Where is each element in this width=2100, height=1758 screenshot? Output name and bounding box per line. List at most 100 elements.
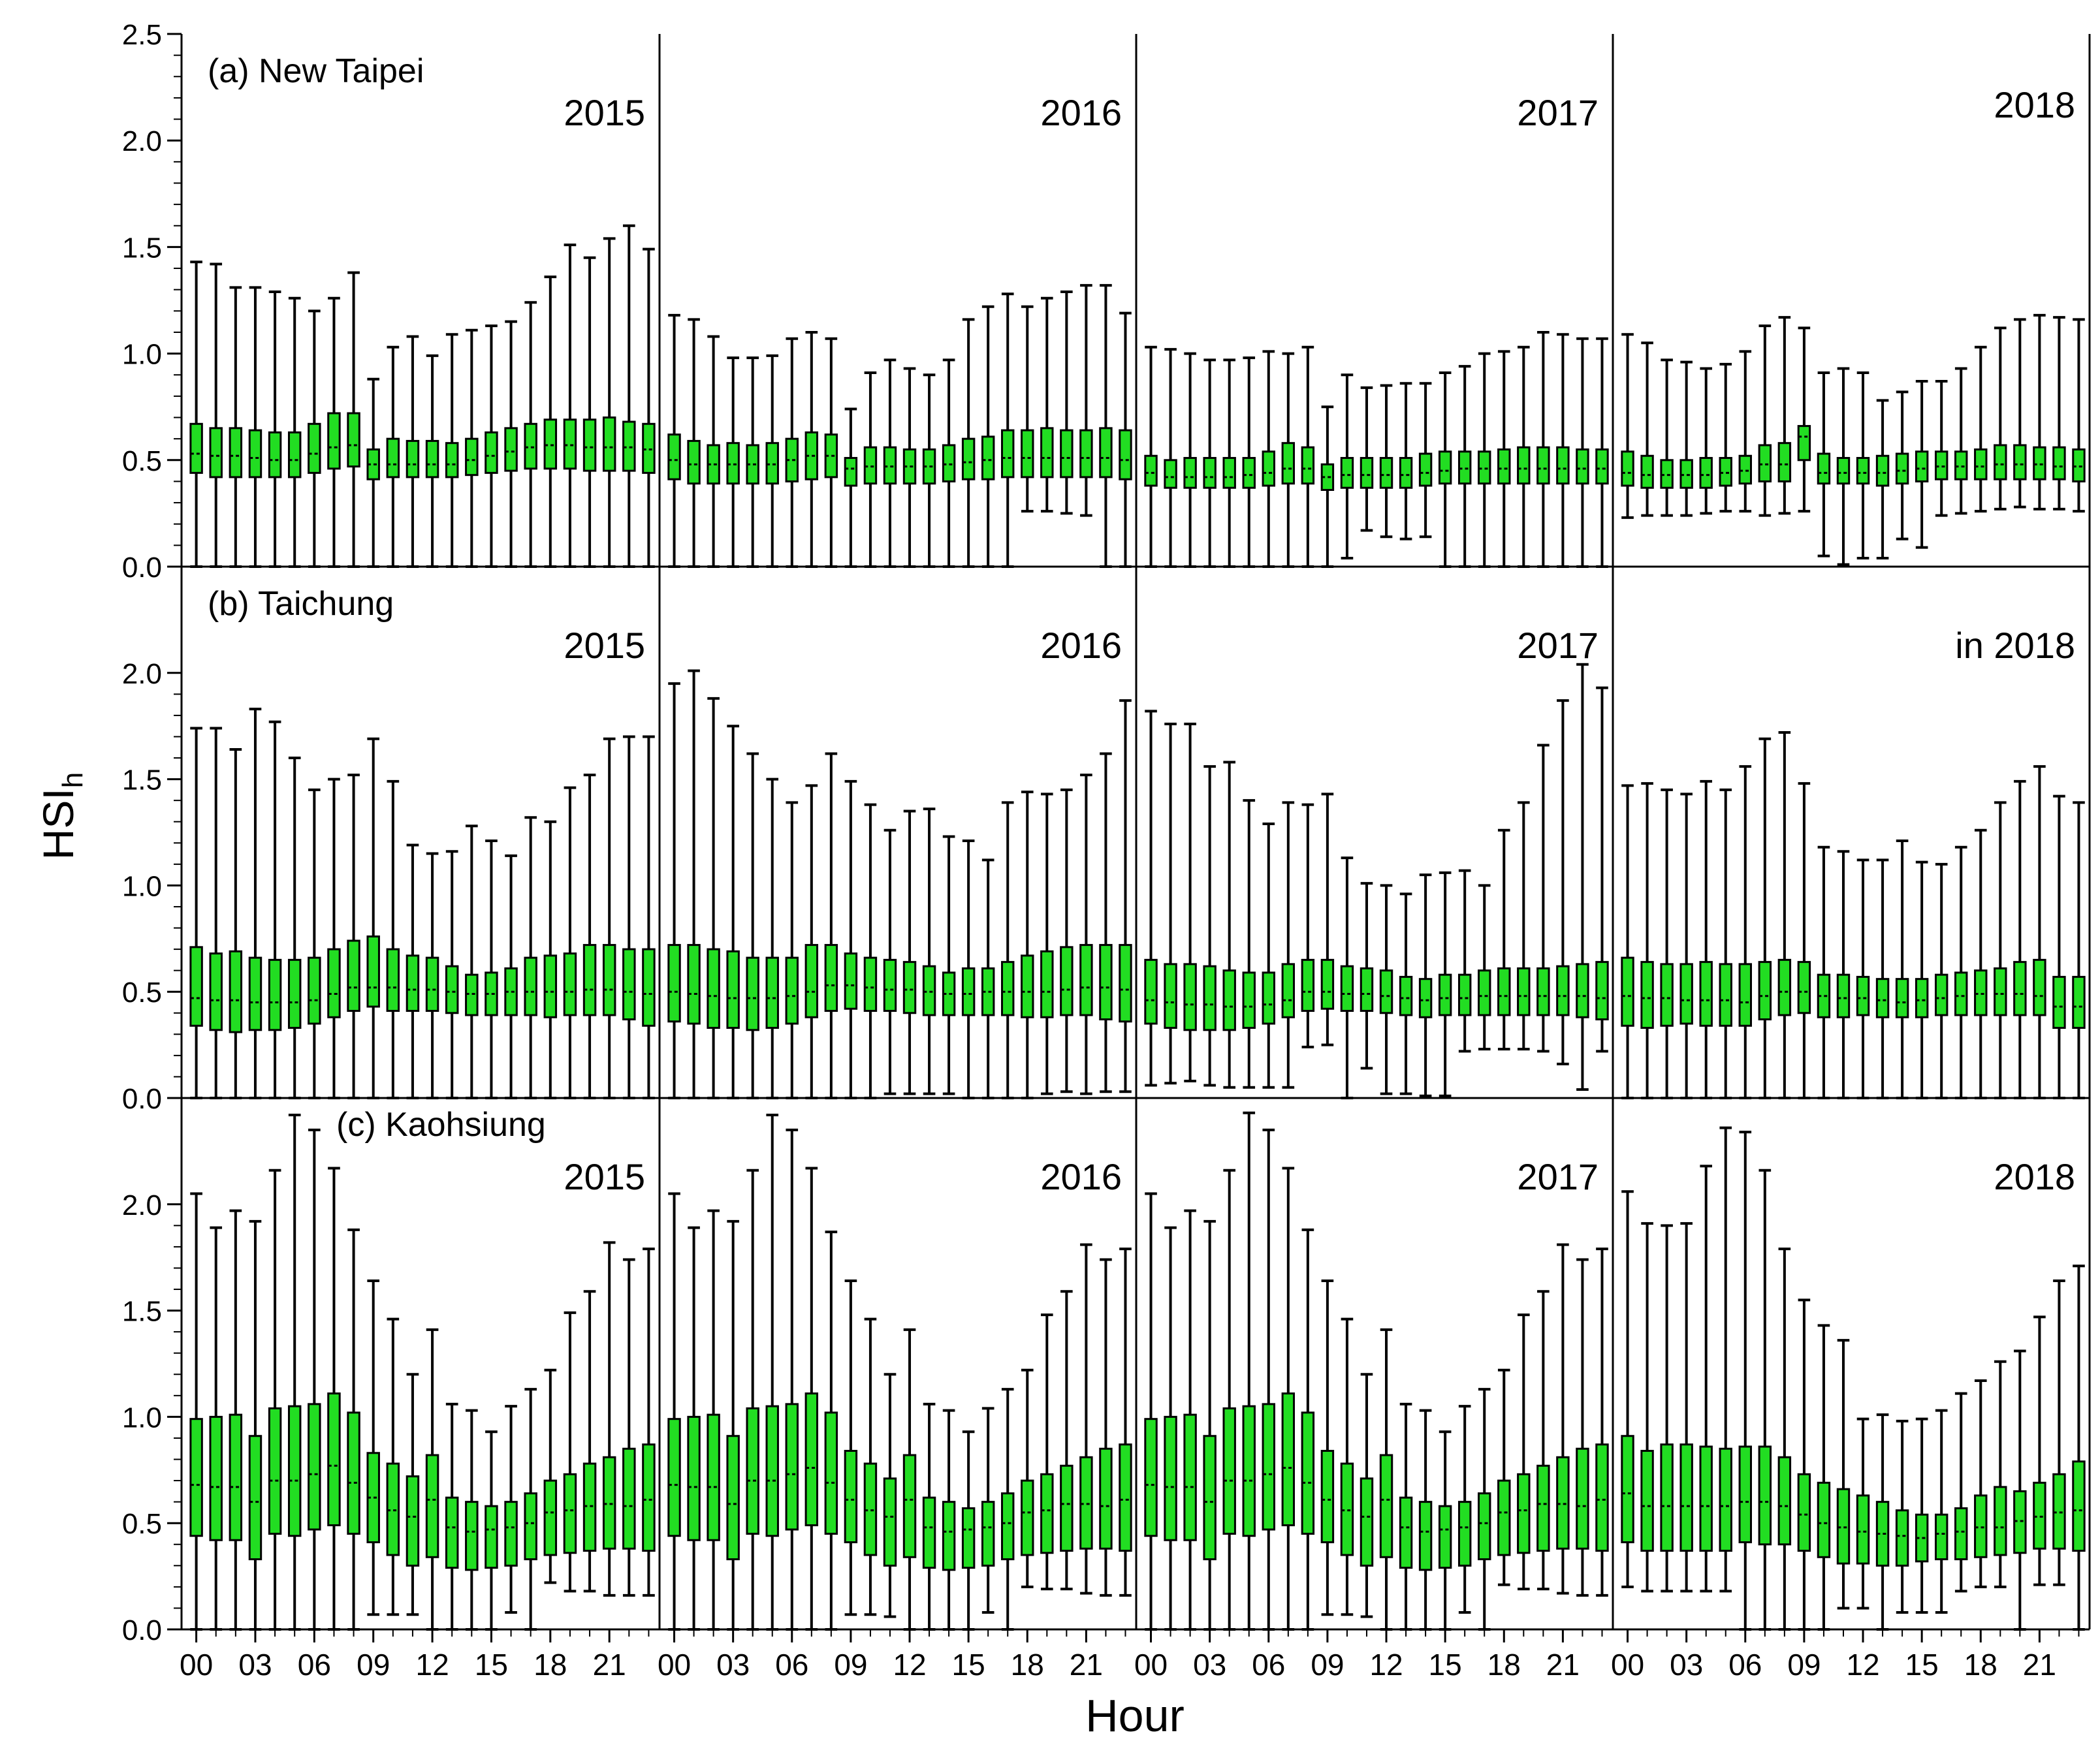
box-iqr — [1758, 961, 1772, 1021]
box-iqr — [1556, 446, 1570, 485]
box-iqr — [1974, 448, 1988, 480]
x-tick-label: 00 — [1611, 1648, 1644, 1682]
box-iqr — [1399, 1496, 1413, 1569]
box-iqr — [268, 1407, 282, 1535]
box-iqr — [1954, 971, 1968, 1016]
box-iqr — [2013, 444, 2027, 480]
box-iqr — [707, 1413, 720, 1541]
box-iqr — [1817, 1481, 1831, 1558]
box-iqr — [485, 1505, 498, 1569]
panel-r0-c0 — [189, 224, 656, 568]
box-iqr — [1281, 963, 1296, 1018]
box-iqr — [844, 1449, 858, 1544]
box-iqr — [1301, 446, 1315, 485]
box-iqr — [642, 422, 656, 474]
box-iqr — [1738, 963, 1752, 1027]
box-iqr — [1262, 971, 1275, 1025]
box-iqr — [1497, 448, 1511, 485]
box-iqr — [1301, 1411, 1315, 1535]
box-iqr — [1457, 450, 1472, 485]
box-iqr — [563, 952, 577, 1016]
row-label: (a) New Taipei — [208, 52, 424, 90]
box-iqr — [1119, 429, 1132, 480]
box-iqr — [248, 429, 262, 479]
box-iqr — [746, 1407, 759, 1535]
box-iqr — [445, 442, 459, 479]
box-iqr — [961, 967, 976, 1016]
x-tick-label: 09 — [1311, 1648, 1344, 1682]
y-tick-label: 1.5 — [122, 764, 162, 796]
box-iqr — [1060, 429, 1074, 479]
box-iqr — [268, 958, 282, 1031]
x-tick-label: 18 — [1488, 1648, 1521, 1682]
box-iqr — [1360, 457, 1374, 489]
box-iqr — [465, 1501, 479, 1571]
box-iqr — [1836, 1488, 1851, 1565]
box-iqr — [1203, 965, 1217, 1031]
box-iqr — [1021, 1479, 1034, 1556]
box-iqr — [347, 939, 360, 1012]
y-axis-label-subscript: h — [57, 772, 89, 788]
y-axis: 0.0 0.5 1.0 1.5 2.0 2.5 0.0 0.5 1.0 1.5 2.0 0.0 0.5 1… — [122, 19, 182, 1646]
box-iqr — [1183, 457, 1197, 489]
panel-r2-c2 — [1144, 1111, 1609, 1631]
box-iqr — [2052, 446, 2066, 480]
panel-year-title: 2016 — [1040, 92, 1122, 133]
box-iqr — [1183, 1413, 1197, 1541]
box-iqr — [1340, 965, 1354, 1012]
panel-year-title: 2016 — [1040, 1156, 1122, 1197]
box-iqr — [229, 950, 243, 1033]
y-tick-label: 2.5 — [122, 19, 162, 51]
box-iqr — [1974, 969, 1988, 1016]
box-layer — [189, 224, 2086, 1631]
box-iqr — [1438, 1505, 1452, 1569]
box-iqr — [1144, 958, 1158, 1025]
box-iqr — [1719, 963, 1732, 1027]
x-tick-label: 21 — [593, 1648, 626, 1682]
y-tick-label: 2.0 — [122, 125, 162, 157]
box-iqr — [189, 946, 203, 1027]
panel-r1-c0 — [189, 708, 656, 1099]
box-iqr — [1699, 457, 1713, 489]
box-iqr — [1954, 1507, 1968, 1561]
x-tick-label: 06 — [1728, 1648, 1762, 1682]
box-iqr — [563, 1473, 577, 1554]
box-iqr — [1301, 958, 1315, 1012]
box-iqr — [863, 446, 878, 485]
box-iqr — [844, 457, 858, 487]
y-tick-label: 1.5 — [122, 1296, 162, 1328]
box-iqr — [327, 1392, 341, 1526]
box-iqr — [524, 422, 537, 470]
box-iqr — [1517, 967, 1531, 1016]
box-iqr — [1144, 1418, 1158, 1537]
box-iqr — [863, 1462, 878, 1556]
y-tick-label: 0.5 — [122, 977, 162, 1009]
box-iqr — [707, 948, 720, 1029]
x-tick-label: 18 — [1964, 1648, 1997, 1682]
box-iqr — [1164, 1415, 1177, 1541]
box-iqr — [465, 437, 479, 477]
box-iqr — [1079, 1456, 1093, 1550]
box-iqr — [902, 961, 917, 1014]
box-iqr — [582, 1462, 597, 1552]
box-iqr — [1875, 454, 1890, 487]
panel-labels: 2015 2016 2017 2018 (a) New Taipei 2015 2016 20… — [208, 52, 2075, 1197]
box-iqr — [765, 1405, 779, 1537]
y-tick-label: 2.0 — [122, 1189, 162, 1221]
box-iqr — [1418, 452, 1433, 487]
box-iqr — [1660, 963, 1674, 1027]
box-iqr — [824, 944, 838, 1012]
box-iqr — [1060, 946, 1074, 1016]
box-iqr — [1099, 427, 1113, 479]
box-iqr — [1478, 450, 1491, 485]
x-tick-label: 06 — [1252, 1648, 1285, 1682]
box-iqr — [543, 954, 558, 1018]
box-iqr — [386, 437, 400, 479]
row-label: (b) Taichung — [208, 585, 394, 623]
box-iqr — [1856, 457, 1870, 485]
panel-year-title: 2015 — [564, 1156, 645, 1197]
panel-r2-c0 — [189, 1114, 656, 1631]
box-iqr — [1517, 446, 1531, 485]
box-iqr — [1777, 1456, 1792, 1546]
panel-year-title: 2015 — [564, 92, 645, 133]
